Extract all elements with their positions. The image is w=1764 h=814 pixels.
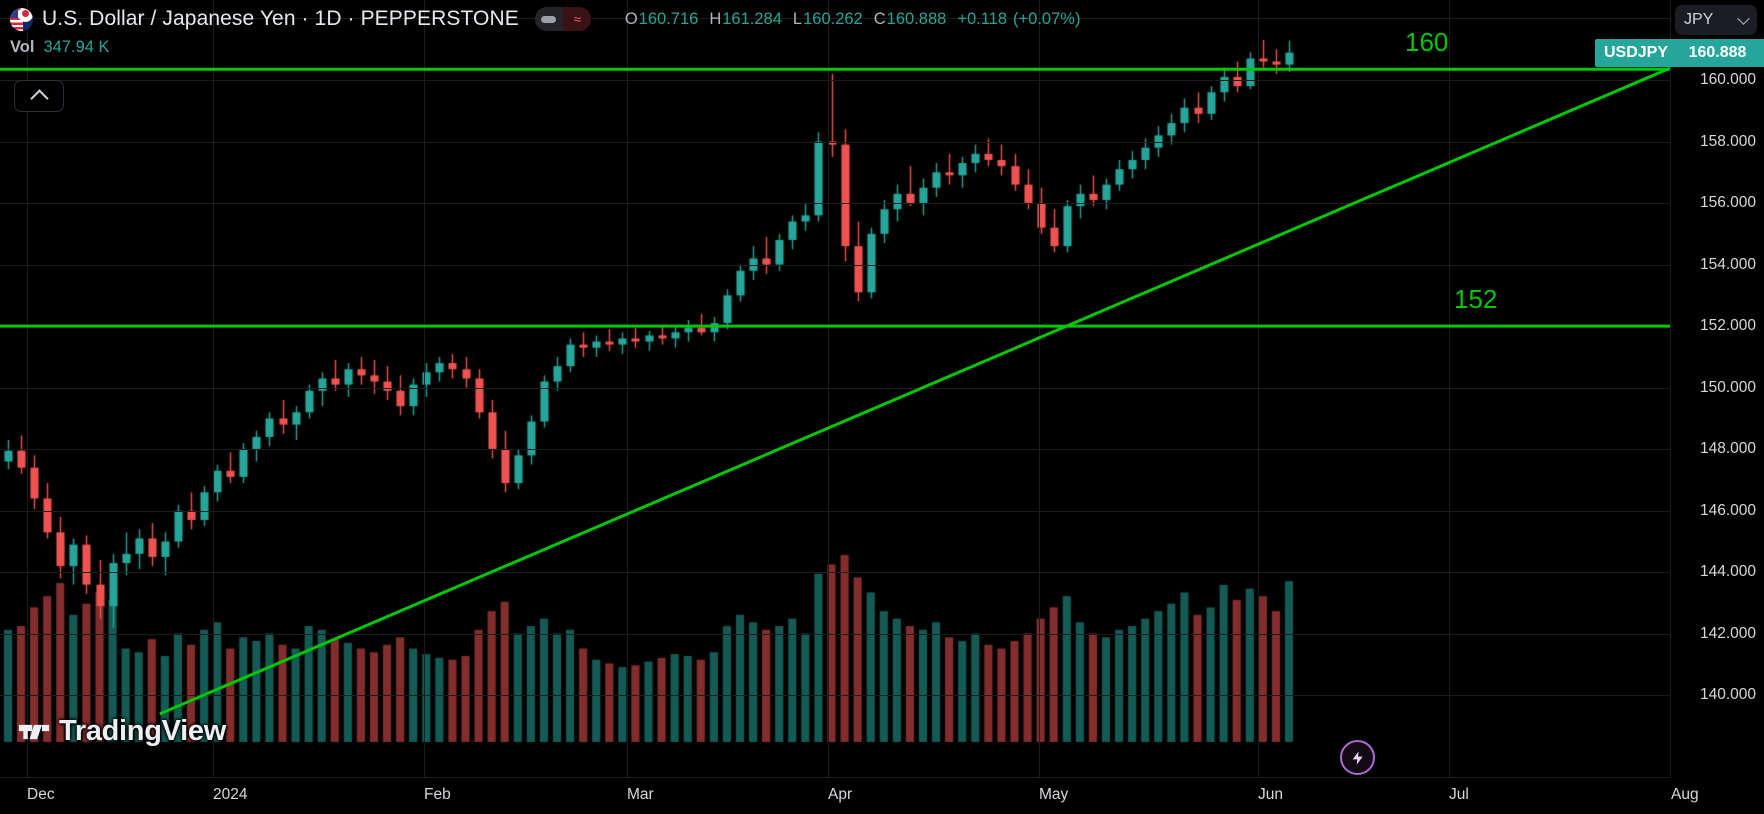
price-tick-label: 152.000: [1699, 317, 1756, 335]
currency-select[interactable]: JPY: [1675, 5, 1757, 35]
time-tick-label: Dec: [27, 786, 55, 803]
tradingview-watermark: TradingView: [18, 715, 226, 748]
gridline-horizontal: [0, 449, 1671, 451]
collapse-legend-button[interactable]: [14, 80, 64, 112]
price-tick-label: 154.000: [1699, 255, 1756, 273]
time-tick-label: Feb: [424, 786, 451, 803]
price-tick-label: 142.000: [1699, 624, 1756, 642]
gridline-horizontal: [0, 18, 1671, 20]
volume-value: 347.94 K: [43, 37, 110, 56]
gridline-horizontal: [0, 633, 1671, 635]
ohlc-high-label: H: [709, 9, 722, 28]
replay-bolt-icon[interactable]: [1340, 740, 1375, 775]
price-tick-label: 158.000: [1699, 132, 1756, 150]
time-tick-label: Jun: [1258, 786, 1283, 803]
time-tick-label: Apr: [828, 786, 853, 803]
gridline-horizontal: [0, 141, 1671, 143]
price-change: +0.118: [957, 9, 1008, 28]
time-tick-label: Mar: [627, 786, 654, 803]
time-tick-label: May: [1039, 786, 1069, 803]
candlestick-series-canvas: [0, 0, 1671, 778]
time-tick-label: Aug: [1671, 786, 1699, 803]
gridline-vertical: [1258, 0, 1259, 778]
usd-jpy-flag-icon: [10, 7, 33, 31]
ohlc-low-label: L: [792, 9, 803, 28]
time-tick-label: 2024: [213, 786, 248, 803]
chart-legend: U.S. Dollar / Japanese Yen · 1D · PEPPER…: [10, 4, 1080, 59]
bar-style-icon[interactable]: [534, 7, 563, 31]
gridline-horizontal: [0, 264, 1671, 266]
tradingview-watermark-text: TradingView: [59, 715, 226, 747]
ohlc-close-value: 160.888: [886, 9, 947, 28]
tradingview-logo-icon: [18, 724, 50, 739]
price-tick-label: 144.000: [1699, 563, 1756, 581]
gridline-vertical: [424, 0, 425, 778]
gridline-horizontal: [0, 695, 1671, 697]
gridline-vertical: [1039, 0, 1040, 778]
legend-primary-row: U.S. Dollar / Japanese Yen · 1D · PEPPER…: [10, 4, 1080, 34]
price-tick-label: 140.000: [1699, 686, 1756, 704]
price-tick-label: 160.000: [1699, 71, 1756, 88]
ohlc-high-value: 161.284: [722, 9, 782, 28]
price-tick-label: 146.000: [1699, 501, 1756, 519]
symbol-price-tag: USDJPY: [1595, 38, 1678, 67]
price-tick-label: 148.000: [1699, 440, 1756, 458]
gridline-vertical: [27, 0, 28, 778]
legend-volume-row: Vol 347.94 K: [10, 35, 1080, 59]
gridline-horizontal: [0, 80, 1671, 81]
time-scale[interactable]: Dec 2024 Feb Mar Apr May Jun Jul Aug: [0, 777, 1699, 814]
currency-select-value: JPY: [1684, 11, 1714, 28]
ohlc-open-value: 160.716: [638, 9, 699, 28]
lightning-glyph: [1352, 750, 1363, 765]
chevron-up-icon: [29, 88, 49, 108]
gridline-horizontal: [0, 203, 1671, 205]
ohlc-readout: O 160.716 H 161.284 L 160.262 C 160.888 …: [625, 10, 1081, 29]
current-price-badge: 160.888: [1671, 38, 1764, 67]
chart-type-toggle[interactable]: ≈: [534, 7, 591, 31]
gridline-horizontal: [0, 387, 1671, 389]
gridline-horizontal: [0, 510, 1671, 512]
ohlc-close-label: C: [873, 9, 886, 28]
gridline-vertical: [1449, 0, 1450, 778]
gridline-horizontal: [0, 326, 1671, 328]
price-change-percent: (+0.07%): [1013, 9, 1081, 28]
chevron-down-icon: [1737, 11, 1750, 25]
heikin-ashi-icon[interactable]: ≈: [562, 7, 591, 31]
gridline-vertical: [213, 0, 214, 778]
gridline-horizontal: [0, 572, 1671, 574]
ohlc-open-label: O: [624, 9, 638, 28]
volume-label: Vol: [10, 37, 35, 56]
gridline-vertical: [627, 0, 628, 778]
level-label-152: 152: [1454, 284, 1498, 315]
price-scale[interactable]: 162.000160.000158.000156.000154.000152.0…: [1670, 0, 1764, 778]
price-tick-label: 150.000: [1699, 378, 1756, 396]
price-tick-label: 156.000: [1699, 194, 1756, 212]
page-title: U.S. Dollar / Japanese Yen · 1D · PEPPER…: [42, 7, 519, 30]
time-tick-label: Jul: [1449, 786, 1469, 803]
chart-plot-area[interactable]: 160 152: [0, 0, 1671, 778]
gridline-vertical: [828, 0, 829, 778]
ohlc-low-value: 160.262: [803, 9, 863, 28]
level-label-160: 160: [1405, 27, 1449, 58]
